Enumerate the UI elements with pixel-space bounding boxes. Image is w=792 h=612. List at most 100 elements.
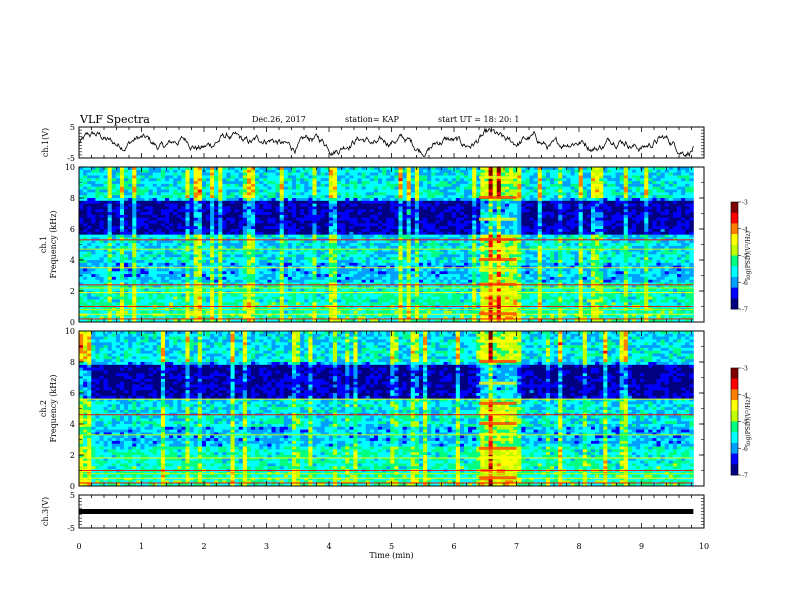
ch1-spectrogram-cell bbox=[156, 257, 162, 261]
ch1-spectrogram-cell bbox=[181, 198, 186, 202]
ch1-spectrogram-cell bbox=[316, 178, 322, 182]
ch1-spectrogram-cell bbox=[324, 248, 330, 252]
ch1-spectrogram-cell bbox=[238, 262, 244, 267]
ch1-spectrogram-cell bbox=[431, 285, 436, 289]
ch1-spectrogram-cell bbox=[173, 262, 178, 267]
ch1-spectrogram-cell bbox=[365, 251, 371, 255]
ch1-spectrogram-cell bbox=[431, 313, 436, 317]
ch1-spectrogram-cell bbox=[189, 285, 195, 289]
ch1-spectrogram-cell bbox=[99, 209, 104, 213]
ch1-spectrogram-cell bbox=[238, 248, 244, 252]
ch1-spectrogram-cell bbox=[136, 288, 141, 292]
ch1-spectrogram-cell bbox=[439, 192, 444, 196]
ch1-spectrogram-cell bbox=[230, 203, 236, 207]
ch1-spectrogram-cell bbox=[83, 279, 88, 283]
ch1-spectrogram-cell bbox=[406, 203, 412, 207]
ch1-spectrogram-cell bbox=[156, 189, 162, 193]
ch1-spectrogram-cell bbox=[287, 181, 293, 185]
ch1-spectrogram-cell bbox=[156, 234, 162, 238]
ch1-spectrogram-cell bbox=[87, 183, 92, 188]
ch1-spectrogram-cell bbox=[177, 214, 182, 219]
ch1-spectrogram-cell bbox=[128, 217, 133, 221]
ch1-spectrogram-cell bbox=[312, 237, 317, 241]
ch1-spectrogram-cell bbox=[316, 198, 322, 202]
ch1-spectrogram-cell bbox=[165, 189, 170, 193]
ch1-spectrogram-cell bbox=[353, 285, 358, 289]
ch1-spectrogram-cell bbox=[414, 251, 420, 255]
ch1-spectrogram-cell bbox=[394, 217, 399, 221]
ch1-spectrogram-cell bbox=[165, 231, 170, 236]
ch1-spectrogram-cell bbox=[226, 243, 231, 247]
ch1-spectrogram-cell bbox=[83, 223, 88, 227]
ch1-spectrogram-cell bbox=[423, 254, 428, 258]
ch1-spectrogram-cell bbox=[181, 192, 186, 196]
ch1-spectrogram-cell bbox=[193, 175, 199, 179]
ch1-spectrogram-cell bbox=[251, 192, 256, 196]
ch1-spectrogram-cell bbox=[132, 223, 137, 227]
ch1-spectrogram-cell bbox=[238, 310, 244, 314]
ch1-spectrogram-cell bbox=[312, 234, 317, 238]
ch1-spectrogram-cell bbox=[128, 198, 133, 202]
ch1-spectrogram-cell bbox=[312, 217, 317, 221]
ch1-spectrogram-cell bbox=[173, 279, 178, 283]
ch1-spectrogram-cell bbox=[144, 231, 150, 236]
ch1-spectrogram-cell bbox=[136, 223, 141, 227]
ch1-spectrogram-cell bbox=[287, 178, 293, 182]
ch1-spectrogram-cell bbox=[238, 220, 244, 224]
ch1-spectrogram-cell bbox=[99, 220, 104, 224]
ch1-spectrogram-cell bbox=[365, 200, 371, 205]
ch1-spectrogram-cell bbox=[181, 231, 186, 236]
ch1-spectrogram-cell bbox=[386, 282, 391, 286]
ch1-spectrogram-cell bbox=[378, 229, 383, 233]
ch1-spectrogram-cell bbox=[181, 169, 186, 174]
ch1-spectrogram-cell bbox=[341, 229, 346, 233]
ch1-spectrogram-cell bbox=[271, 313, 276, 317]
ch1-spectrogram-cell bbox=[349, 169, 354, 174]
ch1-spectrogram-cell bbox=[238, 169, 244, 174]
ch1-spectrogram-cell bbox=[341, 276, 346, 281]
ch1-spectrogram-cell bbox=[156, 223, 162, 227]
ch1-spectrogram-cell bbox=[218, 183, 223, 188]
ch1-spectrogram-cell bbox=[427, 288, 432, 292]
ch1-spectrogram-cell bbox=[189, 231, 195, 236]
ch1-spectrogram-cell bbox=[406, 245, 412, 250]
ch1-spectrogram-cell bbox=[95, 245, 100, 250]
ch1-spectrogram-cell bbox=[279, 319, 285, 323]
ch1-spectrogram-cell bbox=[222, 248, 227, 252]
ch1-spectrogram-cell bbox=[304, 302, 309, 306]
ch1-spectrogram-cell bbox=[283, 181, 289, 185]
ch1-spectrogram-cell bbox=[234, 192, 240, 196]
ch1-spectrogram-cell bbox=[103, 186, 109, 190]
ch1-spectrogram-cell bbox=[91, 293, 96, 298]
ch1-spectrogram-cell bbox=[431, 319, 436, 323]
ch1-spectrogram-cell bbox=[353, 310, 358, 314]
ch1-spectrogram-cell bbox=[115, 212, 121, 216]
ch1-spectrogram-cell bbox=[181, 189, 186, 193]
ch1-spectrogram-cell bbox=[332, 243, 338, 247]
ch1-spectrogram-cell bbox=[214, 254, 219, 258]
ch1-spectrogram-cell bbox=[357, 293, 363, 298]
ch1-spectrogram-cell bbox=[341, 319, 346, 323]
ch1-spectrogram-cell bbox=[390, 296, 395, 300]
ch1-spectrogram-cell bbox=[365, 203, 371, 207]
ch1-spectrogram-cell bbox=[197, 296, 203, 300]
ch1-spectrogram-cell bbox=[427, 223, 432, 227]
ch1-spectrogram-cell bbox=[345, 186, 350, 190]
ch1-spectrogram-cell bbox=[300, 288, 305, 292]
ch1-spectrogram-cell bbox=[173, 183, 178, 188]
ch1-spectrogram-cell bbox=[275, 226, 281, 230]
ch1-spectrogram-cell bbox=[259, 231, 264, 236]
ch1-spectrogram-cell bbox=[337, 251, 342, 255]
ch1-spectrogram-cell bbox=[95, 178, 100, 182]
ch1-spectrogram-cell bbox=[332, 237, 338, 241]
ch1-spectrogram-cell bbox=[332, 288, 338, 292]
ch1-spectrogram-cell bbox=[263, 220, 268, 224]
ch1-spectrogram-cell bbox=[275, 279, 281, 283]
ch1-spectrogram-cell bbox=[255, 195, 260, 199]
ch1-spectrogram-cell bbox=[431, 229, 436, 233]
ch1-spectrogram-cell bbox=[91, 319, 96, 323]
ch1-spectrogram-cell bbox=[251, 172, 256, 176]
ch1-spectrogram-cell bbox=[128, 237, 133, 241]
ch1-spectrogram-cell bbox=[218, 248, 223, 252]
ch1-spectrogram-cell bbox=[386, 293, 391, 298]
